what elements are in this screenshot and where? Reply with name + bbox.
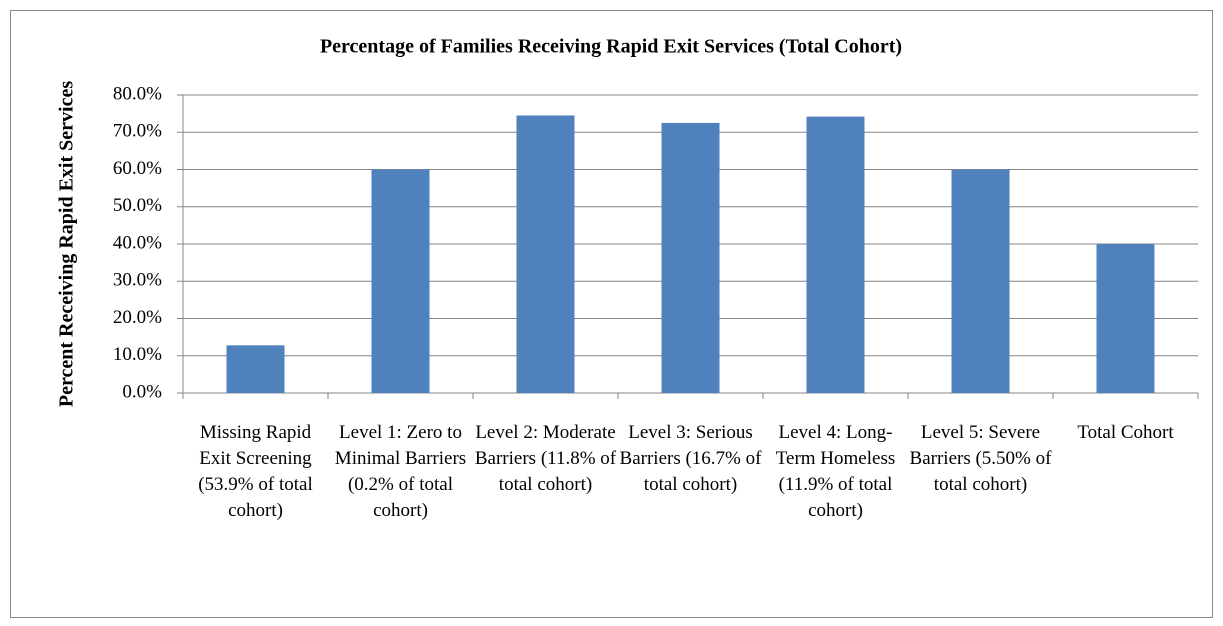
bar bbox=[371, 169, 430, 393]
bar bbox=[661, 122, 720, 393]
x-tick-label: Level 1: Zero to Minimal Barriers (0.2% … bbox=[334, 422, 467, 521]
x-tick-label: Level 2: Moderate Barriers (11.8% of tot… bbox=[474, 422, 617, 495]
x-tick-label: Level 4: Long-Term Homeless (11.9% of to… bbox=[775, 422, 896, 521]
y-axis-label: Percent Receiving Rapid Exit Services bbox=[56, 81, 78, 407]
bar bbox=[1096, 244, 1155, 393]
chart-title: Percentage of Families Receiving Rapid E… bbox=[320, 36, 902, 58]
x-tick-label: Total Cohort bbox=[1077, 422, 1174, 443]
y-tick-label: 70.0% bbox=[113, 121, 162, 142]
x-tick-label: Missing Rapid Exit Screening (53.9% of t… bbox=[198, 422, 313, 521]
y-tick-label: 50.0% bbox=[113, 195, 162, 216]
bar bbox=[806, 116, 865, 393]
y-tick-label: 20.0% bbox=[113, 307, 162, 328]
x-tick-label: Level 5: Severe Barriers (5.50% of total… bbox=[909, 422, 1052, 495]
chart-border bbox=[10, 10, 1213, 618]
bar bbox=[951, 169, 1010, 393]
y-tick-label: 60.0% bbox=[113, 158, 162, 179]
bar bbox=[226, 345, 285, 393]
y-tick-label: 30.0% bbox=[113, 270, 162, 291]
bar bbox=[516, 115, 575, 394]
y-tick-label: 0.0% bbox=[122, 381, 162, 402]
y-tick-label: 80.0% bbox=[113, 83, 162, 104]
y-tick-label: 40.0% bbox=[113, 232, 162, 253]
y-tick-label: 10.0% bbox=[113, 344, 162, 365]
x-tick-label: Level 3: Serious Barriers (16.7% of tota… bbox=[619, 422, 762, 495]
